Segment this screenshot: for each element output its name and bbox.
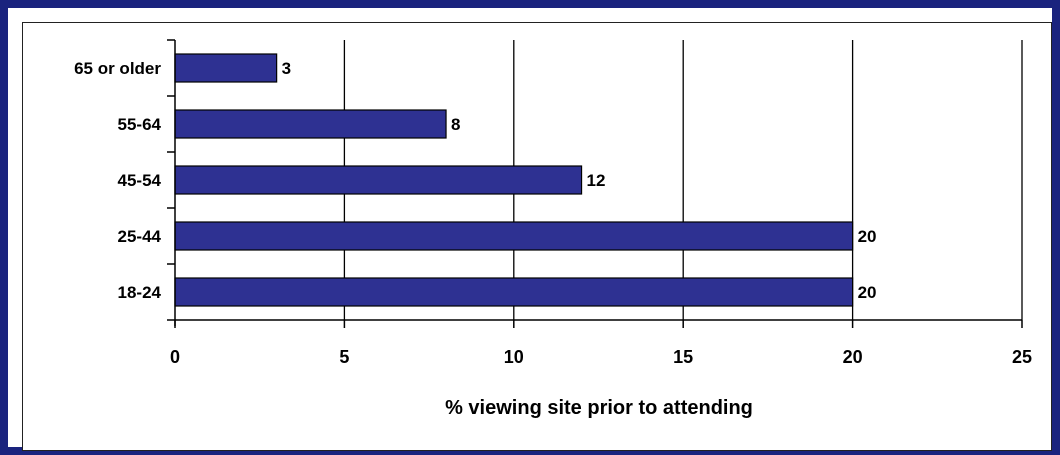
data-label-0: 3 xyxy=(282,59,291,78)
x-tick-label-5: 5 xyxy=(339,347,349,367)
x-tick-label-25: 25 xyxy=(1012,347,1032,367)
data-label-2: 12 xyxy=(587,171,606,190)
category-label-0: 65 or older xyxy=(74,59,161,78)
x-tick-label-0: 0 xyxy=(170,347,180,367)
data-label-1: 8 xyxy=(451,115,460,134)
bar-4 xyxy=(174,277,854,307)
bar-1 xyxy=(174,109,447,139)
category-label-4: 18-24 xyxy=(118,283,162,302)
x-axis-title: % viewing site prior to attending xyxy=(445,397,753,419)
bar-0 xyxy=(174,53,278,83)
axes xyxy=(167,39,1023,328)
data-label-4: 20 xyxy=(858,283,877,302)
bar-2 xyxy=(174,165,583,195)
category-label-3: 25-44 xyxy=(118,227,162,246)
category-label-2: 45-54 xyxy=(118,171,162,190)
category-label-1: 55-64 xyxy=(118,115,162,134)
bar-3 xyxy=(174,221,854,251)
x-tick-label-10: 10 xyxy=(504,347,524,367)
x-tick-label-15: 15 xyxy=(673,347,693,367)
labels: 65 or older 3 55-64 8 45-54 12 25-44 20 18-24 20 0… xyxy=(74,59,1032,367)
x-tick-label-20: 20 xyxy=(843,347,863,367)
data-label-3: 20 xyxy=(858,227,877,246)
bars xyxy=(174,53,854,307)
